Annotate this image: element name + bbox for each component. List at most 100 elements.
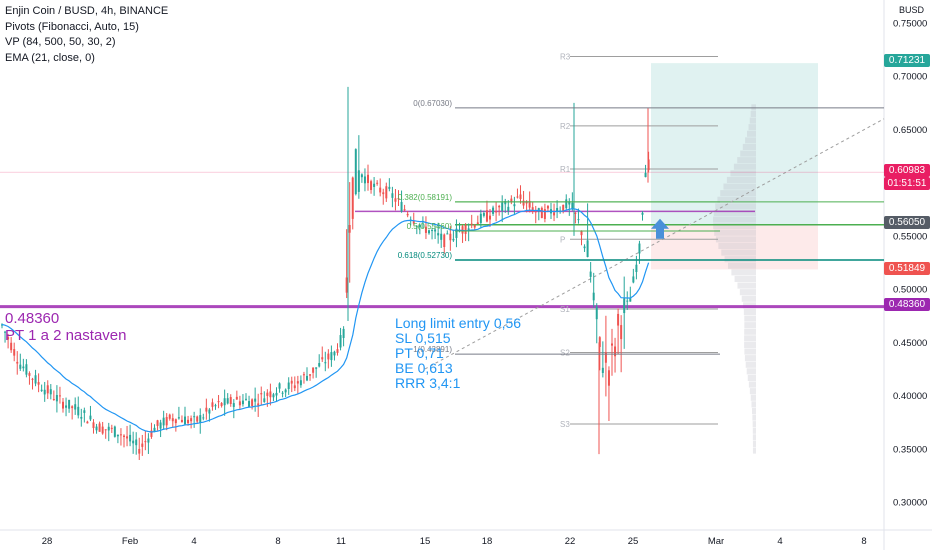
candle-body bbox=[598, 337, 601, 347]
candle-body bbox=[205, 407, 208, 412]
y-tick-label: 0.65000 bbox=[893, 125, 927, 136]
volume-profile-bar bbox=[720, 190, 756, 197]
candle-body bbox=[354, 149, 357, 195]
candle-body bbox=[528, 200, 531, 208]
candle-body bbox=[7, 337, 10, 340]
candle-body bbox=[391, 193, 394, 198]
candle-body bbox=[156, 420, 159, 426]
candle-body bbox=[455, 228, 458, 238]
candle-body bbox=[397, 198, 400, 200]
candle-body bbox=[132, 440, 135, 444]
candle-body bbox=[217, 401, 220, 403]
candle-body bbox=[333, 351, 336, 356]
pivot-annotation-value: 0.48360 bbox=[5, 310, 60, 327]
candle-body bbox=[504, 200, 507, 205]
candle-body bbox=[46, 385, 49, 394]
candle-body bbox=[363, 176, 366, 184]
candle-body bbox=[428, 230, 430, 234]
volume-profile-bar bbox=[748, 381, 756, 388]
candle-body bbox=[507, 206, 510, 211]
volume-profile-bar bbox=[713, 209, 756, 217]
fib-label: 0.618(0.52730) bbox=[398, 251, 453, 260]
x-tick-label: 22 bbox=[565, 536, 576, 547]
candle-body bbox=[467, 228, 470, 231]
volume-profile-bar bbox=[713, 216, 756, 223]
candle-body bbox=[379, 187, 382, 193]
candle-body bbox=[446, 233, 449, 235]
symbol-title[interactable]: Enjin Coin / BUSD, 4h, BINANCE bbox=[5, 5, 169, 17]
candle-body bbox=[13, 349, 16, 356]
candle-body bbox=[562, 204, 565, 211]
candle-body bbox=[534, 211, 537, 213]
candle-body bbox=[257, 403, 260, 406]
candle-body bbox=[116, 434, 119, 437]
candle-body bbox=[296, 381, 299, 384]
volume-profile-bar bbox=[745, 361, 756, 368]
indicator-vp[interactable]: VP (84, 500, 50, 30, 2) bbox=[5, 36, 116, 48]
volume-profile-bar bbox=[752, 407, 756, 415]
candle-body bbox=[464, 225, 467, 234]
candle-body bbox=[238, 401, 241, 406]
candle-body bbox=[324, 362, 327, 364]
ema-line bbox=[1, 208, 650, 433]
candle-body bbox=[306, 375, 308, 381]
volume-profile-bar bbox=[752, 447, 756, 454]
trade-plan-annotation[interactable]: Long limit entry 0,56 SL 0,515 PT 0,71 B… bbox=[395, 316, 521, 391]
trade-pt-text: PT 0,71 bbox=[395, 345, 444, 361]
tp-price-label: 0.71231 bbox=[884, 54, 930, 67]
candle-body bbox=[65, 405, 68, 408]
candle-body bbox=[101, 426, 104, 434]
candle-body bbox=[302, 374, 305, 376]
candle-body bbox=[138, 448, 141, 454]
candle-body bbox=[235, 396, 238, 400]
volume-profile-bar bbox=[752, 434, 756, 441]
candle-body bbox=[318, 363, 321, 367]
x-tick-label: 4 bbox=[777, 536, 782, 547]
volume-profile-bar bbox=[746, 130, 756, 137]
volume-profile-bar bbox=[744, 355, 756, 362]
candle-body bbox=[241, 400, 244, 405]
candle-body bbox=[68, 399, 71, 409]
pivot-price-label: 0.48360 bbox=[884, 298, 930, 311]
last-price-label: 0.60983 bbox=[884, 164, 930, 177]
candle-body bbox=[571, 202, 574, 210]
volume-profile-bar bbox=[744, 335, 756, 342]
candle-body bbox=[327, 353, 330, 360]
candle-body bbox=[479, 213, 482, 223]
y-tick-label: 0.50000 bbox=[893, 285, 927, 296]
volume-profile-bar bbox=[726, 176, 756, 184]
pivot-annotation[interactable]: 0.48360 PT 1 a 2 nastaven bbox=[5, 310, 126, 344]
indicator-pivots[interactable]: Pivots (Fibonacci, Auto, 15) bbox=[5, 20, 139, 33]
candle-body bbox=[516, 196, 519, 198]
candle-body bbox=[287, 382, 290, 389]
y-tick-label: 0.70000 bbox=[893, 72, 927, 83]
candle-body bbox=[345, 277, 348, 293]
x-tick-label: 15 bbox=[420, 536, 431, 547]
volume-profile-bar bbox=[714, 229, 756, 236]
candle-body bbox=[10, 342, 13, 351]
pivot-level-label: R3 bbox=[560, 53, 571, 62]
candle-body bbox=[126, 436, 129, 439]
candle-body bbox=[74, 404, 77, 410]
candle-body bbox=[193, 416, 196, 418]
volume-profile-bar bbox=[741, 295, 756, 302]
volume-profile-bar bbox=[747, 374, 756, 382]
pivot-level-label: P bbox=[560, 235, 565, 244]
candle-body bbox=[165, 417, 168, 426]
pivot-level-label: S2 bbox=[560, 348, 570, 357]
candle-body bbox=[367, 174, 369, 184]
y-tick-label: 0.30000 bbox=[893, 498, 927, 509]
candle-body bbox=[336, 349, 339, 353]
volume-profile-bar bbox=[740, 150, 756, 157]
candle-body bbox=[537, 208, 540, 211]
candle-body bbox=[104, 429, 107, 431]
candle-body bbox=[495, 211, 498, 213]
candle-body bbox=[177, 417, 180, 419]
candle-body bbox=[16, 361, 19, 364]
candle-body bbox=[80, 416, 83, 419]
candle-body bbox=[159, 422, 162, 429]
volume-profile-bar bbox=[724, 256, 756, 263]
candle-body bbox=[370, 181, 373, 190]
indicator-ema[interactable]: EMA (21, close, 0) bbox=[5, 51, 95, 64]
